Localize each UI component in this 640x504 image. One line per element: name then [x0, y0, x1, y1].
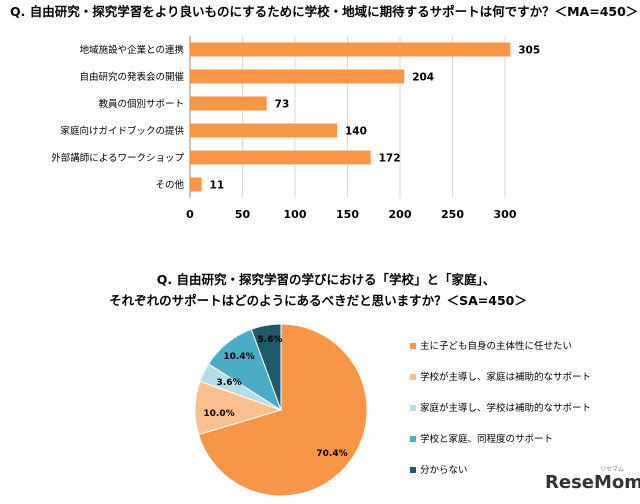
pie-slice: [197, 323, 368, 497]
pie-chart-title-line2: それぞれのサポートはどのようにあるべきだと思いますか？＜SA=450＞: [109, 293, 527, 308]
bar: [190, 96, 267, 111]
legend-swatch: [410, 467, 416, 473]
bar-value-label: 140: [345, 126, 367, 138]
legend-swatch: [410, 436, 416, 442]
bar-chart: Q. 自由研究・探究学習をより良いものにするために学校・地域に期待するサポートは…: [10, 4, 638, 221]
logo-text: ReseMom: [545, 472, 640, 493]
bar-value-label: 11: [210, 180, 225, 192]
bar: [190, 177, 202, 192]
bar-value-label: 73: [275, 99, 290, 111]
pie-percent-label: 5.6%: [258, 335, 283, 345]
pie-slice: [250, 323, 282, 411]
bar: [190, 69, 405, 84]
bar: [190, 123, 337, 138]
bar-value-label: 172: [379, 153, 401, 165]
x-tick-label: 200: [389, 208, 412, 221]
pie-percent-label: 3.6%: [217, 378, 242, 388]
pie-percent-label: 10.0%: [203, 409, 234, 419]
legend-swatch: [410, 405, 416, 411]
legend-label: 分からない: [420, 465, 468, 476]
pie-percent-label: 10.4%: [223, 352, 254, 362]
bar-chart-title: Q. 自由研究・探究学習をより良いものにするために学校・地域に期待するサポートは…: [10, 4, 638, 19]
pie-slices: [194, 323, 368, 497]
bar: [190, 150, 371, 165]
bar-value-label: 305: [518, 45, 540, 57]
legend-label: 主に子ども自身の主体性に任せたい: [420, 340, 572, 352]
category-label: 家庭向けガイドブックの提供: [60, 125, 184, 137]
category-label: 外部講師によるワークショップ: [51, 152, 184, 164]
bar-value-labels: 305 204 73 140 172 11: [210, 45, 541, 192]
resemom-logo: ReseMom リセマム: [545, 466, 640, 493]
legend-label: 家庭が主導し、学校は補助的なサポート: [420, 402, 591, 414]
bar-value-label: 204: [412, 72, 434, 84]
pie-chart: Q. 自由研究・探究学習の学びにおける「学校」と「家庭」、 それぞれのサポートは…: [109, 272, 640, 497]
x-tick-label: 250: [441, 208, 464, 221]
pie-legend: 主に子ども自身の主体性に任せたい学校が主導し、家庭は補助的なサポート家庭が主導し…: [410, 340, 591, 476]
legend-label: 学校と家庭、同程度のサポート: [420, 433, 553, 445]
category-label: 自由研究の発表会の開催: [79, 71, 184, 83]
legend-swatch: [410, 343, 416, 349]
logo-subtext: リセマム: [600, 466, 624, 473]
category-label: 地域施設や企業との連携: [80, 44, 184, 56]
bar-category-labels: 地域施設や企業との連携自由研究の発表会の開催教員の個別サポート家庭向けガイドブッ…: [51, 44, 184, 191]
x-tick-label: 300: [494, 208, 517, 221]
category-label: 教員の個別サポート: [98, 98, 184, 110]
x-tick-label: 100: [284, 208, 307, 221]
pie-percent-labels: 70.4% 10.0% 3.6% 10.4% 5.6%: [203, 335, 347, 459]
x-tick-label: 150: [336, 208, 359, 221]
bar-x-tick-labels: 0 50 100 150 200 250 300: [186, 208, 517, 221]
bar-gridlines: [189, 36, 506, 198]
x-tick-label: 0: [186, 208, 194, 221]
bar: [190, 42, 511, 57]
pie-percent-label: 70.4%: [316, 449, 347, 459]
pie-chart-title-line1: Q. 自由研究・探究学習の学びにおける「学校」と「家庭」、: [157, 272, 495, 287]
legend-label: 学校が主導し、家庭は補助的なサポート: [420, 371, 591, 383]
legend-swatch: [410, 374, 416, 380]
bar-bars: [190, 42, 511, 192]
x-tick-label: 50: [235, 208, 251, 221]
category-label: その他: [155, 179, 184, 191]
